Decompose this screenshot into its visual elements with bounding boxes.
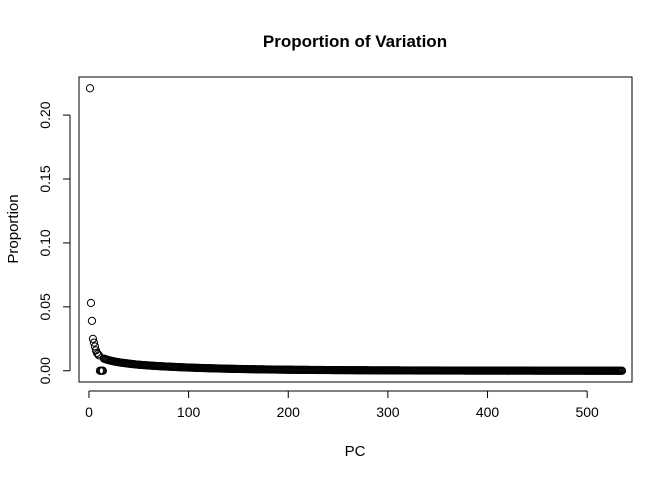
y-tick-label: 0.05	[37, 293, 53, 320]
y-axis-label: Proportion	[5, 194, 22, 263]
data-point	[85, 84, 95, 93]
x-tick-label: 400	[476, 404, 500, 420]
y-tick-label: 0.20	[37, 101, 53, 128]
x-axis-label: PC	[345, 443, 366, 460]
x-tick-label: 0	[85, 404, 93, 420]
x-tick-label: 500	[575, 404, 599, 420]
chart-title: Proportion of Variation	[263, 32, 447, 51]
y-tick-label: 0.00	[37, 357, 53, 384]
data-point	[86, 298, 96, 308]
y-tick-label: 0.10	[37, 229, 53, 256]
y-tick-label: 0.15	[37, 165, 53, 192]
x-tick-label: 300	[376, 404, 400, 420]
x-axis: 0 100 200 300 400 500	[85, 390, 599, 420]
y-axis: 0.00 0.05 0.10 0.15 0.20	[37, 101, 71, 384]
data-point	[87, 316, 97, 325]
data-point	[98, 366, 108, 375]
data-point	[92, 348, 102, 357]
data-point	[93, 350, 103, 359]
plot-frame	[78, 76, 633, 383]
x-tick-label: 200	[277, 404, 301, 420]
data-point	[88, 334, 98, 343]
data-points	[85, 84, 627, 375]
data-point	[89, 338, 99, 347]
x-tick-label: 100	[177, 404, 201, 420]
data-point	[617, 366, 627, 375]
